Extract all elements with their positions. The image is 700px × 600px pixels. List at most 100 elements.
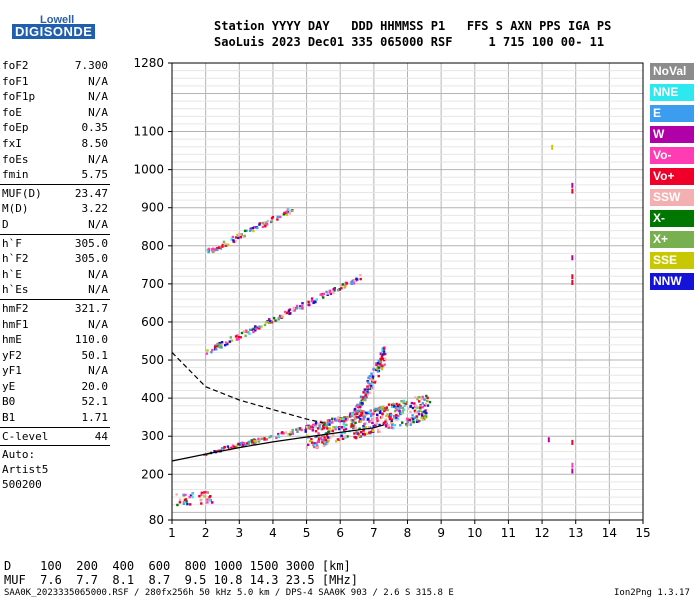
echo-point bbox=[336, 288, 340, 292]
echo-point bbox=[319, 293, 322, 296]
param-name: h`E bbox=[2, 267, 22, 281]
profile-line-dashed bbox=[171, 351, 324, 424]
x-tick-label: 8 bbox=[404, 526, 412, 540]
legend-item: Vo- bbox=[650, 147, 694, 164]
param-row: h`F2 305.0 bbox=[0, 251, 112, 267]
echo-point bbox=[255, 440, 258, 443]
echo-point bbox=[265, 221, 268, 224]
echo-point bbox=[264, 222, 268, 225]
echo-point bbox=[205, 453, 208, 456]
echo-point bbox=[251, 440, 254, 443]
echo-point bbox=[353, 279, 356, 282]
x-tick-label: 3 bbox=[235, 526, 243, 540]
param-value: N/A bbox=[88, 267, 108, 281]
y-tick-label: 500 bbox=[141, 353, 164, 367]
echo-point bbox=[356, 278, 359, 281]
echo-point bbox=[314, 430, 318, 433]
echo-point bbox=[379, 406, 382, 409]
echo-point bbox=[310, 438, 313, 441]
echo-point bbox=[311, 426, 314, 429]
echo-point bbox=[350, 414, 353, 417]
auto-line: Auto: bbox=[2, 448, 36, 462]
profile-line bbox=[171, 424, 385, 462]
echo-point bbox=[265, 438, 268, 441]
echo-point bbox=[387, 425, 390, 429]
echo-point bbox=[364, 396, 367, 399]
echo-point bbox=[317, 439, 320, 442]
echo-point bbox=[250, 442, 254, 445]
echo-point bbox=[218, 345, 221, 349]
echo-point bbox=[409, 421, 413, 424]
echo-point bbox=[313, 300, 316, 303]
echo-point bbox=[308, 303, 311, 307]
echo-point bbox=[418, 400, 421, 403]
echo-point bbox=[358, 434, 361, 438]
echo-point bbox=[417, 410, 420, 413]
echo-point bbox=[268, 436, 271, 439]
param-name: h`Es bbox=[2, 283, 29, 297]
echo-point bbox=[340, 287, 343, 290]
echo-point bbox=[320, 427, 324, 431]
echo-point bbox=[298, 427, 302, 430]
echo-point bbox=[291, 432, 294, 435]
echo-point bbox=[356, 409, 359, 413]
echo-point bbox=[322, 439, 325, 442]
echo-point bbox=[295, 304, 299, 308]
param-name: M(D) bbox=[2, 202, 29, 216]
echo-point bbox=[357, 416, 360, 419]
echo-point bbox=[360, 403, 363, 407]
echo-point bbox=[365, 411, 368, 415]
param-row: yF1 N/A bbox=[0, 363, 112, 379]
echo-point bbox=[571, 468, 574, 474]
echo-point bbox=[380, 354, 384, 357]
echo-point bbox=[212, 247, 215, 250]
echo-point bbox=[269, 435, 273, 438]
echo-point bbox=[339, 437, 342, 440]
echo-point bbox=[386, 408, 389, 412]
echo-point bbox=[247, 442, 251, 445]
echo-point bbox=[362, 425, 365, 428]
echo-point bbox=[401, 411, 404, 415]
echo-point bbox=[398, 403, 401, 406]
echo-point bbox=[359, 409, 362, 412]
echo-point bbox=[328, 421, 331, 424]
echo-point bbox=[420, 397, 423, 401]
echo-point bbox=[419, 409, 422, 412]
echo-point bbox=[285, 210, 288, 214]
echo-point bbox=[307, 300, 310, 303]
param-value: 50.1 bbox=[81, 348, 109, 362]
echo-point bbox=[367, 417, 370, 421]
echo-point bbox=[358, 420, 361, 423]
param-value: N/A bbox=[88, 317, 108, 331]
echo-point bbox=[415, 415, 418, 418]
echo-point bbox=[414, 396, 417, 399]
echo-point bbox=[198, 495, 201, 498]
echo-point bbox=[371, 429, 375, 433]
echo-point bbox=[401, 421, 404, 424]
echo-point bbox=[358, 427, 361, 430]
echo-point bbox=[301, 305, 304, 308]
echo-point bbox=[242, 441, 246, 445]
echo-point bbox=[369, 430, 373, 434]
echo-point bbox=[321, 294, 324, 297]
echo-point bbox=[275, 436, 278, 440]
echo-point bbox=[272, 316, 276, 320]
echo-point bbox=[215, 348, 218, 351]
echo-point bbox=[238, 233, 242, 236]
echo-point bbox=[307, 302, 311, 305]
echo-point bbox=[232, 240, 235, 244]
param-name: B0 bbox=[2, 395, 16, 409]
echo-point bbox=[184, 498, 188, 501]
echo-point bbox=[353, 432, 356, 435]
echo-point bbox=[371, 418, 374, 421]
echo-point bbox=[387, 403, 391, 406]
echo-point bbox=[224, 244, 228, 247]
param-value: 44 bbox=[94, 429, 108, 443]
echo-point bbox=[366, 432, 369, 435]
echo-point bbox=[395, 413, 398, 417]
echo-point bbox=[182, 493, 185, 497]
echo-point bbox=[338, 419, 341, 423]
echo-point bbox=[344, 435, 347, 438]
echo-point bbox=[203, 495, 206, 498]
